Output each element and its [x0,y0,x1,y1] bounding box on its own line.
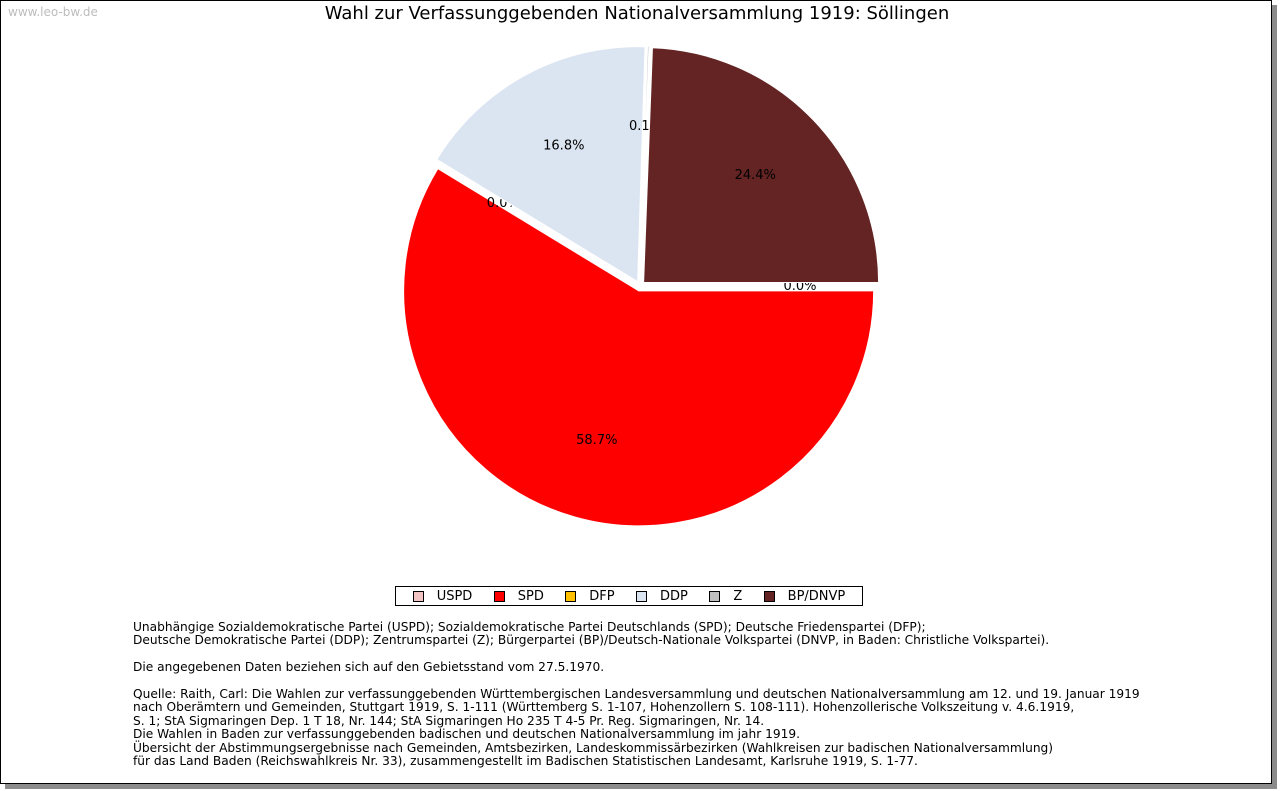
notes-source-line-5: Übersicht der Abstimmungsergebnisse nach… [133,740,1054,755]
slice-label-bp-dnvp: 24.4% [735,168,776,183]
legend-swatch [763,590,775,602]
notes-source-line-2: nach Oberämtern und Gemeinden, Stuttgart… [133,700,1075,715]
legend-item-spd: SPD [493,588,544,604]
notes: Unabhängige Sozialdemokratische Partei (… [133,620,1253,769]
pie-slice-ddp [436,46,646,283]
notes-source-line-1: Quelle: Raith, Carl: Die Wahlen zur verf… [133,687,1140,701]
pie-chart: 0.0%58.7%0.0%16.8%0.1%24.4% [403,45,880,527]
pie-slice-bp-dnvp [643,47,880,284]
legend-item-z: Z [709,589,742,604]
legend-swatch [636,590,648,602]
legend-label: USPD [436,588,473,604]
legend-label: SPD [517,588,544,604]
pie-slice-spd [403,167,875,527]
legend-label: DFP [589,588,615,604]
legend-item-dfp: DFP [565,588,615,604]
legend-swatch [709,590,721,602]
slice-label-ddp: 16.8% [543,138,584,153]
watermark: www.leo-bw.de [8,5,98,19]
legend-item-uspd: USPD [412,588,473,604]
chart-title: Wahl zur Verfassunggebenden Nationalvers… [324,3,950,24]
legend: USPD SPD DFP DDP Z BP/DNVP [395,586,863,606]
legend-swatch [412,590,424,602]
legend-swatch [493,590,505,602]
pie-slice-z [639,45,650,282]
legend-item-bp-dnvp: BP/DNVP [763,588,846,604]
legend-label: BP/DNVP [787,588,846,604]
legend-swatch [565,590,577,602]
notes-source-line-3: S. 1; StA Sigmaringen Dep. 1 T 18, Nr. 1… [133,713,765,728]
notes-source-line-6: für das Land Baden (Reichswahlkreis Nr. … [133,754,918,769]
notes-parties-line-1: Unabhängige Sozialdemokratische Partei (… [133,620,926,634]
slice-label-spd: 58.7% [576,433,617,448]
notes-source-line-4: Die Wahlen in Baden zur verfassunggebend… [133,727,800,742]
legend-label: Z [733,588,743,604]
legend-item-ddp: DDP [636,589,688,604]
notes-parties-line-2: Deutsche Demokratische Partei (DDP); Zen… [133,633,1050,648]
notes-territory: Die angegebenen Daten beziehen sich auf … [133,660,605,675]
legend-label: DDP [660,588,688,604]
